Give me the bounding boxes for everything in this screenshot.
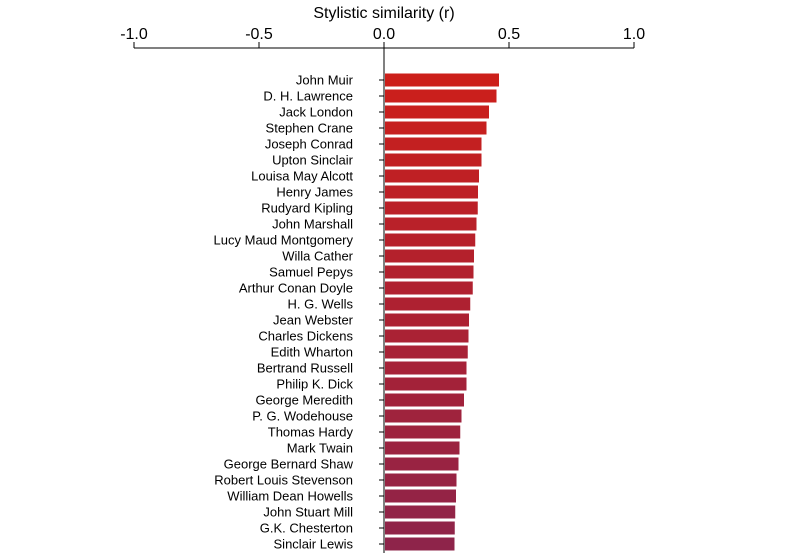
category-label: G.K. Chesterton	[260, 521, 353, 536]
bars	[385, 73, 499, 551]
category-label: Upton Sinclair	[272, 153, 354, 168]
bar	[385, 73, 499, 87]
bar	[385, 329, 469, 343]
category-label: Sinclair Lewis	[274, 537, 354, 552]
bar	[385, 297, 471, 311]
bar	[385, 345, 468, 359]
bar	[385, 425, 461, 439]
bar	[385, 217, 477, 231]
category-label: D. H. Lawrence	[263, 89, 353, 104]
x-axis-title: Stylistic similarity (r)	[313, 5, 454, 22]
bar	[385, 313, 469, 327]
bar	[385, 521, 455, 535]
bar	[385, 489, 456, 503]
bar	[385, 105, 489, 119]
bar	[385, 169, 479, 183]
category-label: Rudyard Kipling	[261, 201, 353, 216]
bar	[385, 409, 462, 423]
category-label: Arthur Conan Doyle	[239, 281, 353, 296]
category-label: Jack London	[279, 105, 353, 120]
bar	[385, 249, 474, 263]
category-label: George Bernard Shaw	[224, 457, 354, 472]
category-label: Thomas Hardy	[268, 425, 354, 440]
category-label: Bertrand Russell	[257, 361, 353, 376]
bar	[385, 377, 467, 391]
category-label: William Dean Howells	[227, 489, 353, 504]
category-label: Joseph Conrad	[265, 137, 353, 152]
category-label: John Marshall	[272, 217, 353, 232]
category-label: Lucy Maud Montgomery	[214, 233, 354, 248]
category-label: George Meredith	[255, 393, 353, 408]
category-label: Stephen Crane	[266, 121, 353, 136]
x-tick-label: -0.5	[245, 26, 273, 43]
bar	[385, 457, 459, 471]
x-tick-label: 1.0	[623, 26, 645, 43]
bar	[385, 121, 487, 135]
category-label: John Muir	[296, 73, 354, 88]
category-label: Henry James	[276, 185, 353, 200]
bar	[385, 265, 474, 279]
bar	[385, 473, 457, 487]
category-label: Louisa May Alcott	[251, 169, 353, 184]
category-label: John Stuart Mill	[263, 505, 353, 520]
category-label: P. G. Wodehouse	[252, 409, 353, 424]
bar	[385, 201, 478, 215]
bar	[385, 137, 482, 151]
bar	[385, 153, 482, 167]
bar	[385, 281, 473, 295]
category-label: Willa Cather	[282, 249, 353, 264]
x-axis-ticks: -1.0 -0.5 0.0 0.5 1.0	[120, 26, 645, 48]
bar	[385, 393, 464, 407]
category-label: Samuel Pepys	[269, 265, 353, 280]
bar	[385, 233, 476, 247]
bar	[385, 505, 456, 519]
bar	[385, 537, 455, 551]
category-label: H. G. Wells	[288, 297, 354, 312]
bar	[385, 89, 497, 103]
x-tick-label: -1.0	[120, 26, 148, 43]
category-label: Mark Twain	[287, 441, 353, 456]
bar	[385, 441, 460, 455]
category-label: Edith Wharton	[271, 345, 353, 360]
x-tick-label: 0.0	[373, 26, 395, 43]
category-label: Philip K. Dick	[276, 377, 353, 392]
category-label: Charles Dickens	[258, 329, 353, 344]
bar	[385, 185, 478, 199]
category-label: Robert Louis Stevenson	[214, 473, 353, 488]
category-label: Jean Webster	[273, 313, 354, 328]
bar	[385, 361, 467, 375]
x-tick-label: 0.5	[498, 26, 520, 43]
